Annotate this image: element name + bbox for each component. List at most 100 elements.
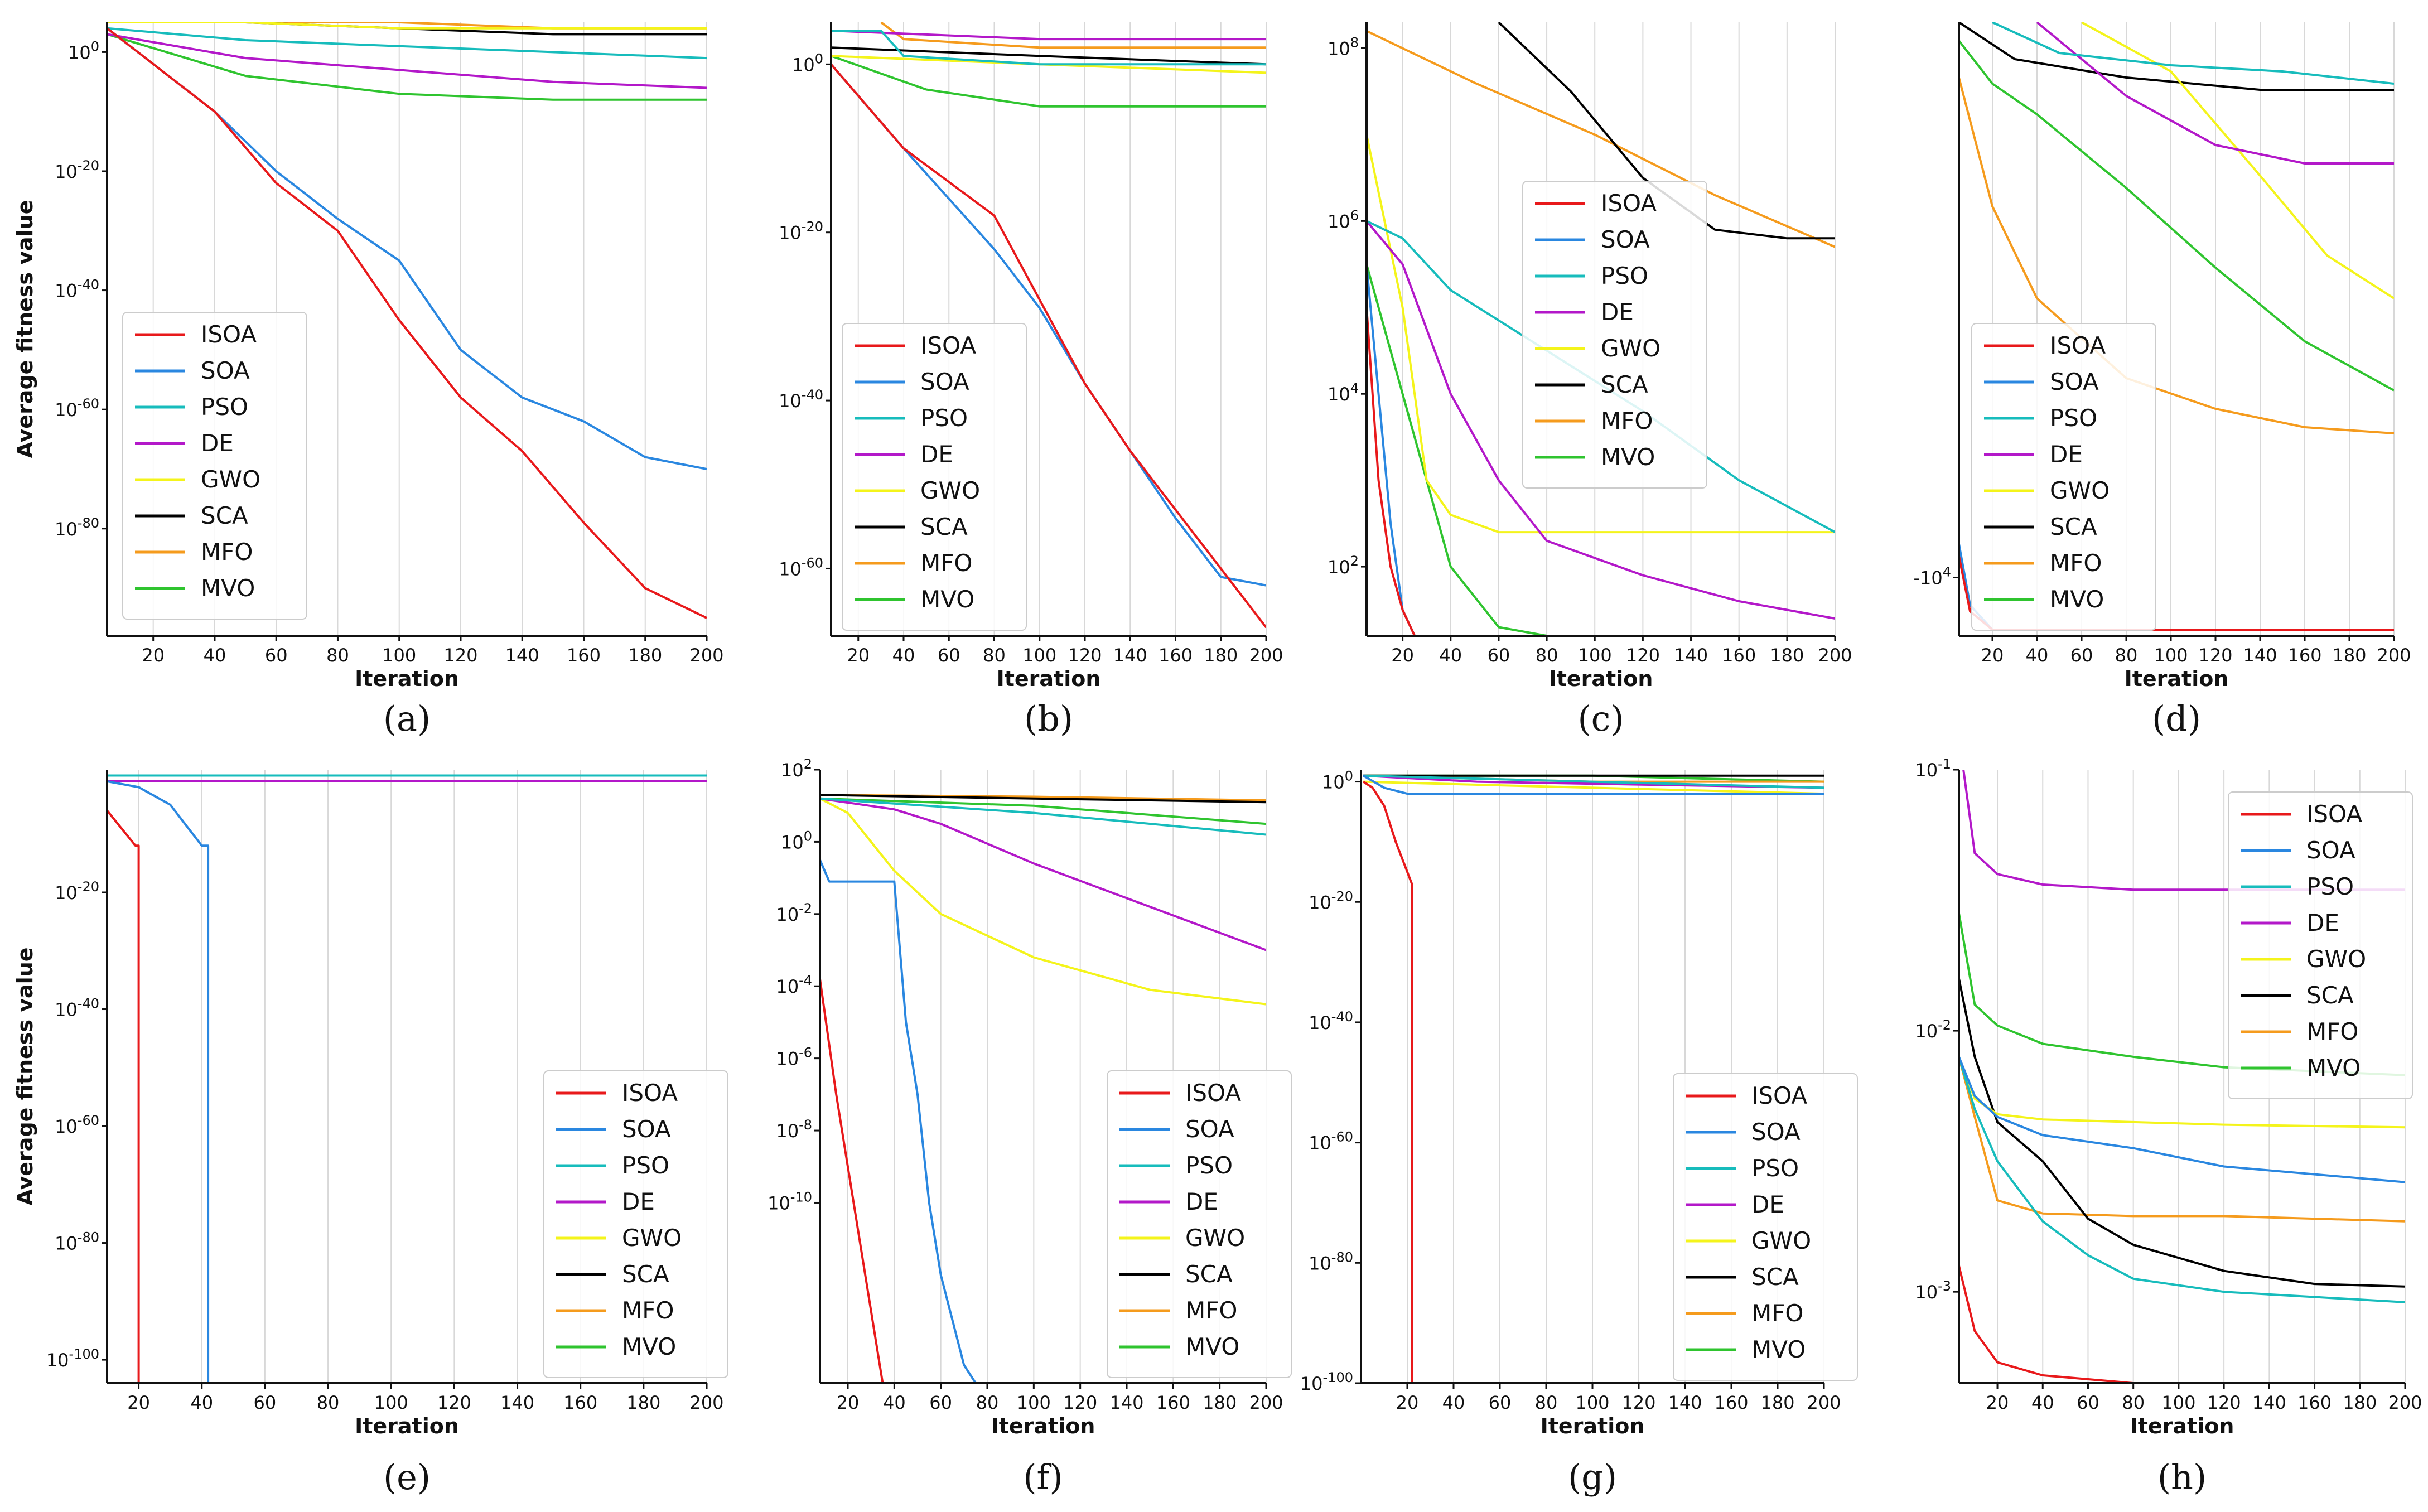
x-tick-label: 140: [505, 645, 539, 666]
legend-label-sca: SCA: [1601, 371, 1648, 398]
x-tick-label: 40: [204, 645, 226, 666]
series-line-pso: [1959, 1056, 2405, 1303]
y-tick-label: 10-2: [776, 901, 812, 925]
legend-label-sca: SCA: [2306, 982, 2354, 1009]
x-tick-label: 80: [2122, 1392, 2145, 1413]
series-group: [107, 774, 707, 1383]
y-tick-label: 104: [1328, 380, 1359, 405]
x-tick-label: 80: [326, 645, 349, 666]
x-tick-label: 20: [837, 1392, 860, 1413]
x-tick-label: 100: [382, 645, 416, 666]
legend: ISOA SOA PSO DE GWO SCA MFO MVO: [122, 312, 307, 620]
legend-label-soa: SOA: [1751, 1118, 1801, 1146]
series-line-isoa: [1367, 307, 1416, 636]
x-tick-label: 100: [2154, 645, 2188, 666]
x-tick-label: 40: [1439, 645, 1462, 666]
series-line-soa: [107, 780, 210, 1383]
x-tick-label: 100: [1575, 1392, 1609, 1413]
series-line-mvo: [107, 33, 707, 101]
x-tick-label: 60: [938, 645, 960, 666]
panel-label: (a): [383, 698, 431, 739]
legend-label-isoa: ISOA: [1751, 1082, 1807, 1109]
x-tick-label: 20: [1391, 645, 1414, 666]
chart-panel-4: 20 40 60 80 100 120 140 160 180 200 -104 Iteration I…: [1913, 22, 2411, 739]
legend-label-gwo: GWO: [2050, 477, 2110, 504]
legend-label-mvo: MVO: [2050, 586, 2104, 613]
legend-label-mvo: MVO: [201, 574, 255, 602]
series-line-gwo: [107, 22, 707, 30]
legend-label-sca: SCA: [622, 1260, 669, 1288]
legend-label-isoa: ISOA: [2306, 800, 2362, 828]
y-tick-label: 10-3: [1915, 1278, 1951, 1303]
y-axis-title: Average fitness value: [13, 947, 37, 1205]
x-tick-label: 40: [883, 1392, 906, 1413]
x-tick-label: 200: [1249, 1392, 1283, 1413]
legend-label-isoa: ISOA: [1185, 1079, 1241, 1107]
series-line-pso: [820, 797, 1266, 836]
y-tick-label: 102: [1328, 553, 1359, 578]
chart-panel-8: 20 40 60 80 100 120 140 160 180 200 10-1 10-2 10-3 It…: [1915, 756, 2422, 1497]
legend-label-de: DE: [2306, 909, 2339, 936]
legend-label-pso: PSO: [920, 404, 968, 432]
series-line-soa: [1367, 264, 1416, 636]
series-line-isoa: [1959, 1265, 2405, 1383]
legend-label-gwo: GWO: [1751, 1227, 1811, 1254]
legend-label-de: DE: [1601, 298, 1634, 326]
legend-label-pso: PSO: [1751, 1154, 1799, 1182]
series-group: [820, 794, 1266, 1383]
legend-label-sca: SCA: [2050, 513, 2097, 540]
legend-label-mfo: MFO: [920, 549, 972, 577]
x-tick-label: 80: [976, 1392, 999, 1413]
panel-label: (e): [383, 1457, 431, 1497]
y-tick-label: 108: [1328, 35, 1359, 59]
x-tick-label: 180: [1204, 645, 1238, 666]
y-tick-label: 10-8: [776, 1117, 812, 1142]
y-tick-label: 10-1: [1915, 756, 1951, 781]
x-tick-label: 20: [127, 1392, 150, 1413]
series-line-gwo: [2081, 22, 2394, 299]
x-tick-label: 120: [2207, 1392, 2241, 1413]
x-tick-label: 60: [2077, 1392, 2099, 1413]
x-axis-title: Iteration: [2125, 666, 2229, 691]
x-tick-label: 180: [1203, 1392, 1237, 1413]
legend-label-pso: PSO: [1185, 1152, 1233, 1179]
x-tick-label: 140: [2252, 1392, 2286, 1413]
x-tick-label: 140: [1674, 645, 1708, 666]
legend-label-pso: PSO: [2306, 873, 2354, 900]
legend-label-mfo: MFO: [1751, 1300, 1803, 1327]
x-tick-label: 80: [1535, 1392, 1558, 1413]
chart-panel-1: 20 40 60 80 100 120 140 160 180 200 100 10-20 10-40 1…: [13, 22, 724, 739]
legend-label-soa: SOA: [622, 1115, 671, 1143]
x-tick-label: 60: [929, 1392, 952, 1413]
legend-box: [1522, 181, 1707, 489]
x-tick-label: 20: [847, 645, 870, 666]
legend-label-pso: PSO: [201, 393, 248, 421]
y-tick-label: 10-80: [55, 515, 99, 540]
series-line-de: [107, 33, 707, 89]
series-line-sca: [820, 794, 1266, 804]
legend-label-pso: PSO: [622, 1152, 669, 1179]
x-tick-label: 180: [628, 645, 662, 666]
chart-panel-7: 20 40 60 80 100 120 140 160 180 200 100 10-20 10-40 1…: [1300, 769, 1858, 1497]
x-axis-title: Iteration: [997, 666, 1101, 691]
series-line-sca: [1959, 978, 2405, 1288]
y-tick-label: 10-20: [55, 879, 99, 904]
y-tick-label: 10-60: [55, 1113, 99, 1137]
x-tick-label: 200: [2388, 1392, 2422, 1413]
series-line-pso: [1363, 774, 1824, 789]
series-line-de: [831, 30, 1266, 41]
legend-label-gwo: GWO: [920, 477, 980, 504]
series-line-mvo: [1959, 40, 2394, 392]
series-line-mfo: [880, 22, 1266, 49]
y-tick-label: 10-60: [55, 396, 99, 421]
series-line-mvo: [1367, 264, 1547, 636]
chart-panel-6: 20 40 60 80 100 120 140 160 180 200 102 100 10-2 10-4…: [768, 756, 1292, 1497]
x-tick-label: 200: [689, 645, 723, 666]
chart-panel-2: 20 40 60 80 100 120 140 160 180 200 100 10-20 10-40 1…: [779, 22, 1283, 739]
legend-label-isoa: ISOA: [201, 321, 257, 348]
x-tick-label: 60: [1489, 1392, 1512, 1413]
legend: ISOA SOA PSO DE GWO SCA MFO MVO: [1673, 1073, 1858, 1381]
legend-label-pso: PSO: [2050, 404, 2097, 432]
x-tick-label: 140: [500, 1392, 534, 1413]
series-line-sca: [1959, 22, 2394, 91]
